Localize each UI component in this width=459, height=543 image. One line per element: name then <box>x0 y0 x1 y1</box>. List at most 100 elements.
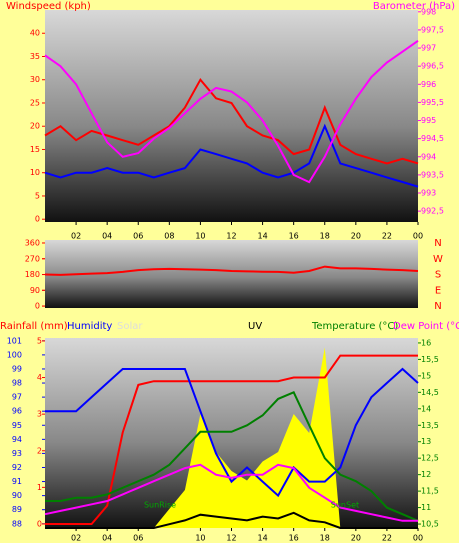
y-tick-label: 95 <box>12 421 22 430</box>
y2-tick-label: 15,5 <box>421 355 439 364</box>
x-tick-label: 18 <box>320 534 330 543</box>
legend-label: Dew Point (°C) <box>393 321 459 332</box>
x-tick-label: 04 <box>102 232 112 241</box>
y-tick-label: 20 <box>30 122 40 131</box>
y2-tick-label: 15 <box>421 371 431 380</box>
legend-label: Humidity <box>67 321 112 332</box>
y-tick-label: 10 <box>30 168 40 177</box>
x-tick-label: 02 <box>71 534 81 543</box>
x-tick-label: 10 <box>195 232 205 241</box>
x-tick-label: 20 <box>351 232 361 241</box>
y-tick-label: 89 <box>12 505 22 514</box>
y-tick-label: 90 <box>12 491 22 500</box>
y-tick-label: 15 <box>30 145 40 154</box>
y2-tick-label: 13 <box>421 437 431 446</box>
y2-tick-label: 12 <box>421 470 431 479</box>
x-tick-label: 00 <box>413 232 423 241</box>
x-tick-label: 22 <box>382 534 392 543</box>
y2-tick-label: 996,5 <box>421 62 444 71</box>
series-line <box>44 39 419 184</box>
y2-tick-label: 992,5 <box>421 207 444 216</box>
y-axis-title: Windspeed (kph) <box>6 1 91 12</box>
y-tick-label: 270 <box>25 254 40 263</box>
x-tick-label: 04 <box>102 534 112 543</box>
y2-tick-label: S <box>435 270 441 281</box>
y-tick-label: 91 <box>12 477 22 486</box>
x-tick-label: 12 <box>226 232 236 241</box>
y2-tick-label: 995 <box>421 116 436 125</box>
series-line <box>44 265 419 276</box>
y3-tick-label: 1 <box>37 483 42 492</box>
plot-area <box>45 10 418 222</box>
x-tick-label: 10 <box>195 534 205 543</box>
x-tick-label: 22 <box>382 232 392 241</box>
x-tick-label: 06 <box>133 534 143 543</box>
y-tick-label: 30 <box>30 75 40 84</box>
x-tick-label: 14 <box>257 232 267 241</box>
y3-tick-label: 2 <box>37 446 42 455</box>
y2-tick-label: N <box>434 301 441 312</box>
series-line <box>44 77 419 165</box>
y3-tick-label: 3 <box>37 410 42 419</box>
y-tick-label: 5 <box>35 191 40 200</box>
y3-tick-label: 0 <box>37 519 42 528</box>
y2-tick-label: 998 <box>421 7 436 16</box>
series-line <box>44 463 418 522</box>
y-tick-label: 92 <box>12 463 22 472</box>
legend-label: Rainfall (mm) <box>0 321 68 332</box>
y-tick-label: 40 <box>30 29 40 38</box>
y-tick-label: 360 <box>25 238 40 247</box>
y-tick-label: 99 <box>12 364 22 373</box>
y2-tick-label: 11,5 <box>421 487 439 496</box>
y2-tick-label: N <box>434 238 441 249</box>
annotation: SunSet <box>331 501 359 510</box>
y3-tick-label: 4 <box>37 373 42 382</box>
x-tick-label: 00 <box>413 534 423 543</box>
y2-tick-label: W <box>433 254 443 265</box>
legend-label: UV <box>248 321 262 332</box>
y-tick-label: 25 <box>30 98 40 107</box>
y2-tick-label: 997,5 <box>421 25 444 34</box>
legend-label: Solar <box>117 321 143 332</box>
x-tick-label: 06 <box>133 232 143 241</box>
y-tick-label: 90 <box>30 286 40 295</box>
y2-axis-title: Barometer (hPa) <box>373 1 455 12</box>
y-tick-label: 94 <box>12 435 22 444</box>
y2-tick-label: 12,5 <box>421 454 439 463</box>
y3-tick-label: 5 <box>37 336 42 345</box>
y-tick-label: 97 <box>12 393 22 402</box>
y-tick-label: 96 <box>12 407 22 416</box>
x-tick-label: 08 <box>164 232 174 241</box>
y-tick-label: 98 <box>12 379 22 388</box>
y-tick-label: 180 <box>25 270 40 279</box>
x-tick-label: 16 <box>289 232 299 241</box>
y2-tick-label: 10,5 <box>421 520 439 529</box>
legend-label: Temperature (°C) <box>311 321 398 332</box>
y-tick-label: 100 <box>7 350 22 359</box>
y2-tick-label: 994,5 <box>421 134 444 143</box>
x-tick-label: 16 <box>289 534 299 543</box>
x-tick-label: 02 <box>71 232 81 241</box>
solar-area <box>45 347 418 528</box>
y2-tick-label: 14,5 <box>421 388 439 397</box>
y2-tick-label: 996 <box>421 80 436 89</box>
x-tick-label: 14 <box>257 534 267 543</box>
y-tick-label: 93 <box>12 449 22 458</box>
y2-tick-label: 993 <box>421 189 436 198</box>
series-line <box>45 367 419 498</box>
y2-tick-label: 13,5 <box>421 421 439 430</box>
y2-tick-label: 994 <box>421 152 436 161</box>
x-tick-label: 20 <box>351 534 361 543</box>
y2-tick-label: 11 <box>421 503 431 512</box>
y-tick-label: 88 <box>12 519 22 528</box>
y2-tick-label: 16 <box>421 338 431 347</box>
y2-tick-label: 995,5 <box>421 98 444 107</box>
series-line <box>45 511 418 529</box>
y2-tick-label: E <box>435 285 441 296</box>
y-tick-label: 0 <box>35 302 40 311</box>
x-tick-label: 12 <box>226 534 236 543</box>
series-line <box>45 354 418 525</box>
y-tick-label: 0 <box>35 215 40 224</box>
y-tick-label: 35 <box>30 52 40 61</box>
